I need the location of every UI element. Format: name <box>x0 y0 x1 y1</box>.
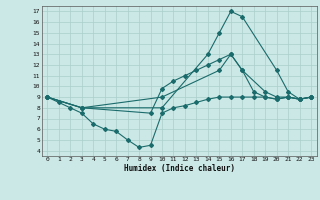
X-axis label: Humidex (Indice chaleur): Humidex (Indice chaleur) <box>124 164 235 173</box>
